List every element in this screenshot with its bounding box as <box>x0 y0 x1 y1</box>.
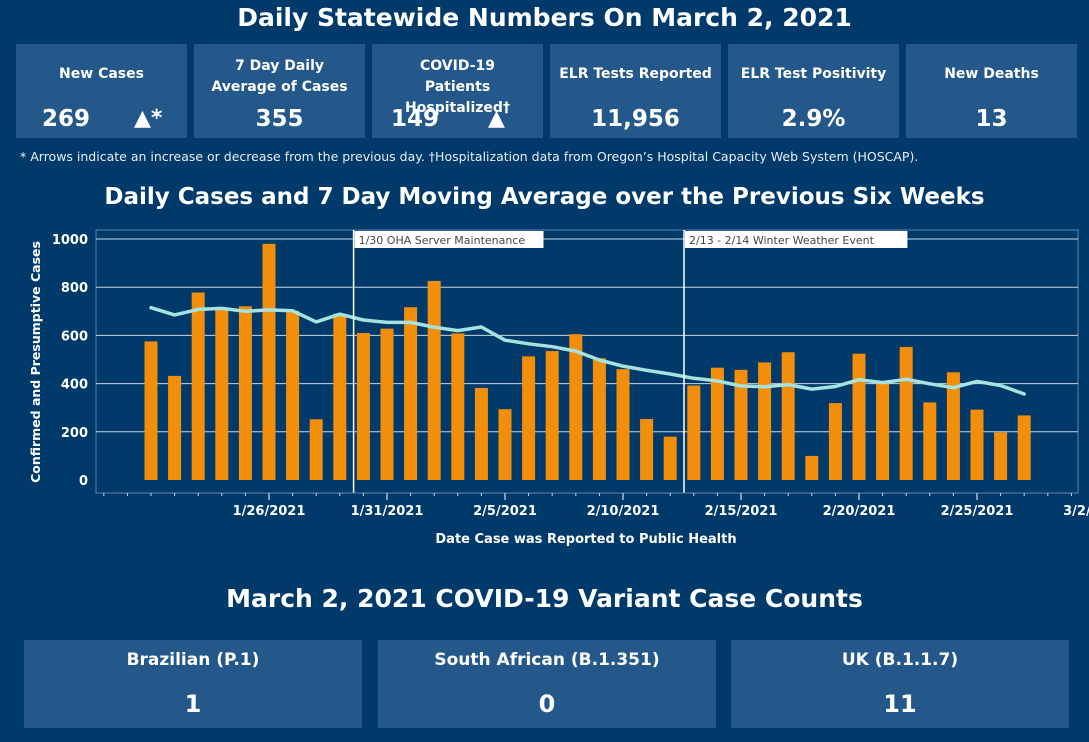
card-label: New Cases <box>59 66 144 82</box>
bar <box>687 385 701 480</box>
variant-card-brazilian: Brazilian (P.1) 1 <box>24 640 362 728</box>
bar <box>191 292 205 480</box>
annotation-label: 2/13 - 2/14 Winter Weather Event <box>689 234 875 247</box>
bar <box>663 436 677 480</box>
bar <box>899 346 913 480</box>
y-tick-label: 400 <box>61 378 88 393</box>
card-value: 355 <box>255 106 304 132</box>
bar <box>781 352 795 480</box>
card-label: 7 Day Daily Average of Cases <box>211 58 348 95</box>
bar <box>805 455 819 480</box>
chart-title: Daily Cases and 7 Day Moving Average ove… <box>104 184 985 210</box>
bar <box>522 356 536 480</box>
bar <box>309 419 323 480</box>
bar <box>286 310 300 480</box>
bar <box>828 403 842 480</box>
stat-cards: New Cases 269 ▲* 7 Day Daily Average of … <box>16 44 1077 138</box>
y-tick-label: 200 <box>61 426 88 441</box>
bar <box>427 280 441 480</box>
card-value: 269 <box>42 106 91 132</box>
up-arrow-icon: ▲ <box>488 106 505 131</box>
x-tick-label: 2/5/2021 <box>473 504 537 519</box>
y-tick-label: 1000 <box>52 233 88 248</box>
bar <box>144 341 158 480</box>
bar <box>451 333 465 480</box>
page-title: Daily Statewide Numbers On March 2, 2021 <box>237 3 852 32</box>
bar <box>215 307 229 480</box>
annotation-box <box>685 231 908 248</box>
bar <box>946 372 960 480</box>
x-tick-label: 2/25/2021 <box>941 504 1014 519</box>
y-tick-label: 800 <box>61 281 88 296</box>
bar <box>498 409 512 480</box>
cases-chart: 0 200 400 600 800 1000 1/30 OHA Server Mainten… <box>28 229 1089 547</box>
seven-day-average-card: 7 Day Daily Average of Cases 355 <box>194 44 365 138</box>
bar <box>238 306 252 480</box>
y-axis-title: Confirmed and Presumptive Cases <box>28 241 43 483</box>
bar <box>710 367 724 480</box>
bar <box>404 307 418 480</box>
variant-value: 0 <box>538 690 556 718</box>
bar <box>876 382 890 480</box>
bar <box>923 402 937 480</box>
bar <box>592 358 606 480</box>
card-value: 149 <box>391 106 440 132</box>
bar <box>474 387 488 480</box>
bar <box>262 243 276 480</box>
variant-label: UK (B.1.1.7) <box>841 650 959 670</box>
bar <box>758 362 772 480</box>
new-cases-card: New Cases 269 ▲* <box>16 44 187 138</box>
test-positivity-card: ELR Test Positivity 2.9% <box>728 44 899 138</box>
variant-value: 1 <box>184 690 202 718</box>
bar <box>970 409 984 480</box>
variant-card-south-african: South African (B.1.351) 0 <box>378 640 716 728</box>
card-label: New Deaths <box>944 66 1039 82</box>
x-tick-label: 2/20/2021 <box>823 504 896 519</box>
x-tick-label: 1/31/2021 <box>351 504 424 519</box>
bar <box>569 334 583 480</box>
bar <box>333 313 347 480</box>
bar <box>994 432 1008 480</box>
bar <box>852 353 866 480</box>
elr-tests-card: ELR Tests Reported 11,956 <box>550 44 721 138</box>
bar <box>734 369 748 480</box>
x-tick-label: 1/26/2021 <box>233 504 306 519</box>
up-arrow-icon: ▲* <box>134 106 163 131</box>
card-label: COVID-19 Patients Hospitalized† <box>405 58 510 116</box>
hospitalized-card: COVID-19 Patients Hospitalized† 149 ▲ <box>372 44 543 138</box>
card-value: 11,956 <box>591 106 680 132</box>
x-tick-label: 3/2/2021 <box>1063 504 1089 519</box>
footnote: * Arrows indicate an increase or decreas… <box>20 149 919 164</box>
annotation-box <box>354 231 544 248</box>
annotation-label: 1/30 OHA Server Maintenance <box>359 234 526 247</box>
card-value: 2.9% <box>781 106 846 132</box>
card-value: 13 <box>975 106 1008 132</box>
moving-average-line <box>149 305 1026 396</box>
variant-value: 11 <box>883 690 917 718</box>
card-label: ELR Tests Reported <box>559 66 712 82</box>
y-tick-label: 600 <box>61 329 88 344</box>
bar <box>616 369 630 480</box>
new-deaths-card: New Deaths 13 <box>906 44 1077 138</box>
card-label: ELR Test Positivity <box>740 66 887 82</box>
x-tick-label: 2/15/2021 <box>705 504 778 519</box>
variant-card-uk: UK (B.1.1.7) 11 <box>731 640 1069 728</box>
bar <box>640 419 654 480</box>
bar <box>168 375 182 480</box>
bar <box>545 351 559 480</box>
bar <box>356 332 370 480</box>
bar <box>380 328 394 480</box>
variant-label: South African (B.1.351) <box>434 650 660 670</box>
y-tick-label: 0 <box>79 474 88 489</box>
variant-label: Brazilian (P.1) <box>126 650 260 670</box>
variants-title: March 2, 2021 COVID-19 Variant Case Coun… <box>226 584 863 613</box>
bar <box>1017 415 1031 480</box>
x-tick-label: 2/10/2021 <box>587 504 660 519</box>
x-axis-title: Date Case was Reported to Public Health <box>435 532 736 547</box>
